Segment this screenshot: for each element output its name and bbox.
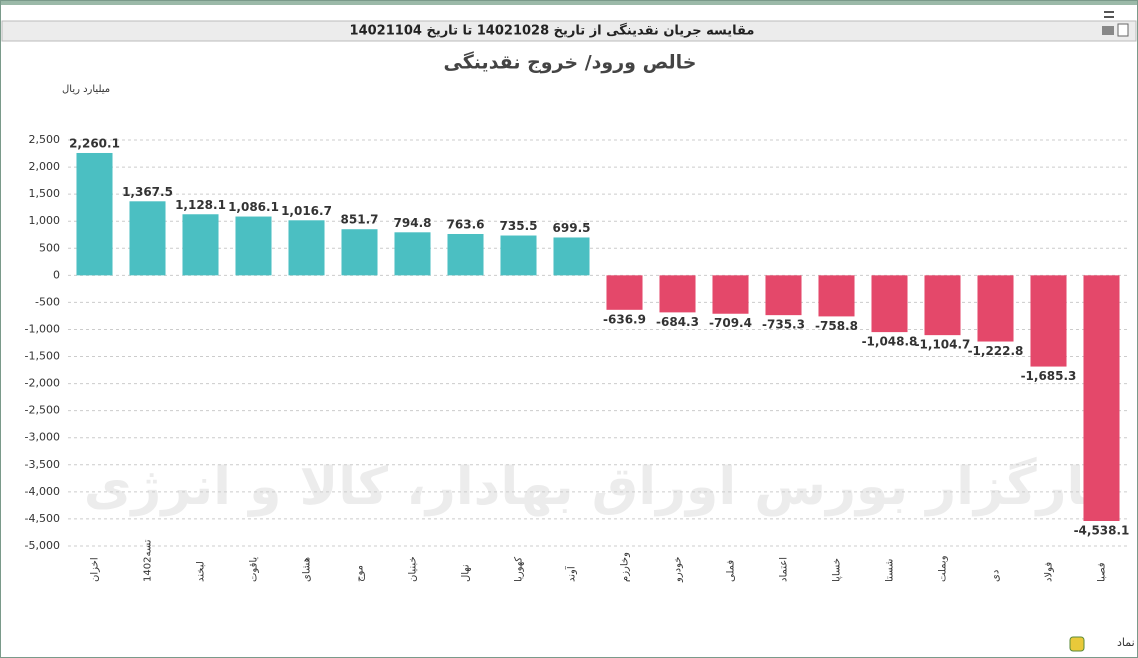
data-label: 735.5: [500, 219, 538, 233]
y-tick-label: -1,000: [25, 322, 60, 335]
y-tick-label: -4,000: [25, 485, 60, 498]
y-tick-label: -500: [35, 295, 60, 308]
y-tick-label: -2,500: [25, 404, 60, 417]
minimize-icon[interactable]: [1104, 11, 1114, 13]
y-tick-label: 1,500: [29, 187, 61, 200]
data-label: -1,048.8: [862, 335, 918, 349]
bar: [76, 152, 113, 276]
x-tick-label: خبنیان: [408, 556, 419, 582]
title-bar: [1, 20, 1137, 42]
print-icon[interactable]: [1102, 26, 1114, 35]
x-tick-label: خودرو: [673, 557, 684, 583]
watermark: کارگزار بورس اوراق بهادار، کالا و انرژی: [84, 456, 1117, 517]
x-tick-label: نهال: [461, 564, 472, 582]
data-label: 851.7: [341, 213, 379, 227]
data-label: -636.9: [603, 312, 646, 326]
bar: [606, 275, 643, 310]
bar: [818, 275, 855, 317]
y-tick-label: 1,000: [29, 214, 61, 227]
y-tick-label: 2,500: [29, 133, 61, 146]
data-label: 763.6: [447, 217, 485, 231]
y-axis-unit: میلیارد ریال: [62, 84, 110, 95]
data-label: 2,260.1: [69, 136, 120, 150]
data-label: 1,367.5: [122, 185, 173, 199]
window-top-strip: [1, 1, 1137, 5]
data-label: -1,104.7: [915, 338, 971, 352]
y-tick-label: -3,500: [25, 458, 60, 471]
bar: [182, 214, 219, 276]
data-label: 1,128.1: [175, 198, 226, 212]
bar: [1030, 275, 1067, 367]
y-tick-label: 0: [53, 268, 60, 281]
bar: [235, 216, 272, 276]
symbol-icon[interactable]: [1069, 636, 1085, 652]
y-tick-label: -3,000: [25, 431, 60, 444]
menu-icon[interactable]: [1104, 16, 1114, 18]
data-label: -1,222.8: [968, 344, 1024, 358]
bar: [500, 235, 537, 276]
x-tick-label: موج: [355, 565, 366, 582]
data-label: -709.4: [709, 316, 752, 330]
bar: [341, 229, 378, 276]
x-tick-label: فولاد: [1044, 562, 1055, 582]
x-tick-label: وبملت: [938, 555, 949, 582]
data-label: -1,685.3: [1021, 369, 1077, 383]
x-tick-label: دی: [991, 570, 1002, 582]
bar: [1083, 275, 1120, 521]
y-tick-label: -2,000: [25, 377, 60, 390]
x-tick-label: هشای: [302, 557, 313, 582]
data-label: 794.8: [394, 216, 432, 230]
y-tick-label: 2,000: [29, 160, 61, 173]
bar: [553, 237, 590, 276]
bar: [288, 220, 325, 276]
x-tick-label: فصبا: [1097, 562, 1108, 582]
data-label: 1,016.7: [281, 204, 332, 218]
x-tick-label: کهوریا: [514, 557, 525, 582]
y-tick-label: -1,500: [25, 350, 60, 363]
x-tick-label: شستا: [885, 559, 896, 582]
x-tick-label: آوند: [565, 565, 578, 582]
x-tick-label: تسه1402: [143, 539, 154, 582]
export-icon[interactable]: [1117, 23, 1129, 37]
bar: [765, 275, 802, 316]
y-tick-label: 500: [39, 241, 60, 254]
chart-title: خالص ورود/ خروج نقدینگی: [444, 51, 697, 74]
window-controls[interactable]: [1102, 11, 1129, 37]
data-label: 699.5: [553, 221, 591, 235]
data-label: 1,086.1: [228, 200, 279, 214]
bar: [924, 275, 961, 336]
bar: [871, 275, 908, 333]
bar: [659, 275, 696, 313]
x-tick-label: وخارزم: [620, 552, 631, 582]
x-tick-label: فملی: [726, 560, 737, 582]
bar: [394, 232, 431, 276]
y-tick-label: -4,500: [25, 512, 60, 525]
x-tick-label: خساپا: [832, 558, 843, 582]
x-tick-label: یاقوت: [249, 557, 260, 582]
data-label: -684.3: [656, 315, 699, 329]
x-tick-label: اعتماد: [779, 557, 790, 582]
data-label: -735.3: [762, 318, 805, 332]
x-axis-label: نماد: [1117, 636, 1135, 649]
bar: [129, 201, 166, 276]
y-tick-label: -5,000: [25, 539, 60, 552]
bar: [712, 275, 749, 314]
bar: [447, 233, 484, 276]
window-title: مقایسه جریان نقدینگی از تاریخ 14021028 ت…: [350, 23, 755, 39]
x-tick-label: اخزان: [90, 557, 101, 582]
bar: [977, 275, 1014, 342]
data-label: -4,538.1: [1074, 523, 1130, 537]
data-label: -758.8: [815, 319, 858, 333]
x-tick-label: لبخند: [196, 561, 207, 582]
